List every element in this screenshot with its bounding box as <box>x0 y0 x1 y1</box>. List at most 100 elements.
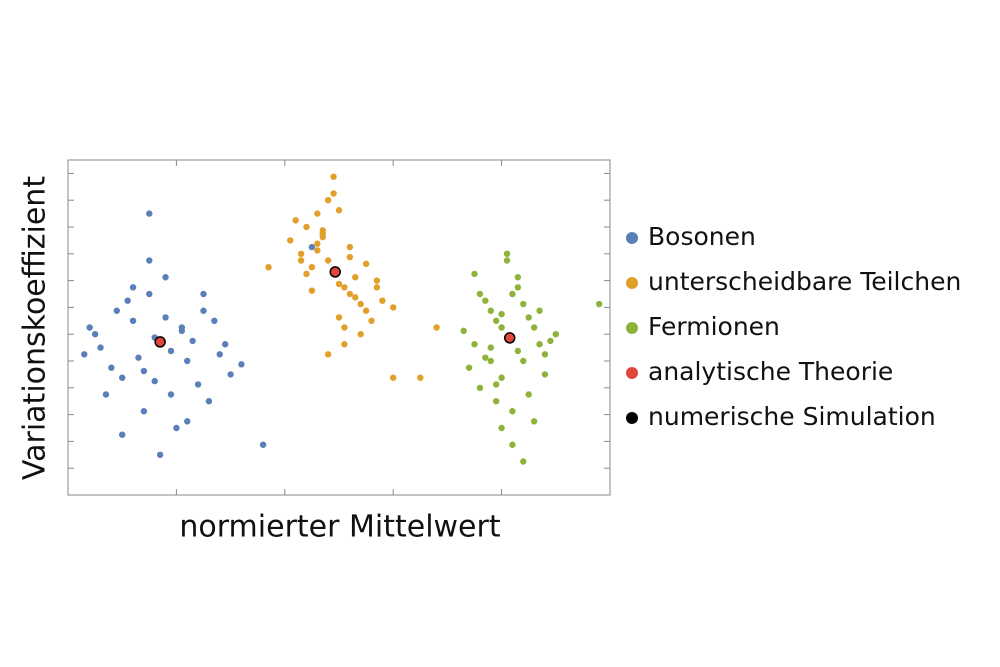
point <box>324 257 332 264</box>
point <box>135 354 142 361</box>
point <box>417 374 424 381</box>
point <box>173 424 180 432</box>
point <box>465 364 473 371</box>
point <box>324 197 332 204</box>
point <box>178 327 186 335</box>
legend-swatch <box>626 277 638 289</box>
point <box>292 217 299 224</box>
point <box>216 351 223 358</box>
point <box>314 240 321 247</box>
point <box>119 431 126 438</box>
point <box>91 331 99 338</box>
point <box>530 324 538 331</box>
point <box>471 270 478 278</box>
point <box>308 287 316 294</box>
point <box>514 347 522 355</box>
point <box>314 247 321 254</box>
plot-frame <box>67 159 611 496</box>
point <box>200 290 207 298</box>
point <box>379 297 386 304</box>
point <box>205 398 213 405</box>
point <box>536 307 543 314</box>
point <box>476 290 484 298</box>
point <box>146 290 153 298</box>
point <box>341 324 348 331</box>
legend-label: analytische Theorie <box>648 357 893 386</box>
point <box>129 284 137 291</box>
point <box>119 374 126 381</box>
point <box>227 371 234 378</box>
legend: Bosonen unterscheidbare Teilchen Fermionen… <box>626 222 961 431</box>
point <box>238 361 245 368</box>
point <box>102 391 110 398</box>
point <box>433 324 440 331</box>
point <box>530 418 538 425</box>
point <box>552 331 559 338</box>
point <box>162 274 169 281</box>
point <box>509 441 516 448</box>
simulation-marker <box>154 336 166 348</box>
legend-swatch <box>626 322 638 334</box>
point <box>184 418 191 425</box>
point <box>525 391 532 398</box>
point <box>498 374 505 381</box>
point <box>373 277 381 284</box>
point <box>303 270 310 278</box>
point <box>362 260 370 268</box>
point <box>265 264 272 271</box>
point <box>357 300 364 308</box>
point <box>547 337 554 345</box>
point <box>498 310 505 318</box>
point <box>503 257 511 264</box>
point <box>520 458 527 465</box>
point <box>259 441 267 448</box>
point <box>492 381 500 388</box>
point <box>525 314 532 321</box>
point <box>97 344 104 351</box>
point <box>514 274 522 281</box>
point <box>113 307 120 314</box>
point <box>346 290 354 298</box>
point <box>86 324 93 331</box>
point <box>184 357 191 365</box>
point <box>156 451 164 458</box>
point <box>390 374 397 381</box>
point <box>81 351 88 358</box>
point <box>498 324 505 331</box>
point <box>492 398 500 405</box>
point <box>314 210 321 217</box>
legend-label: unterscheidbare Teilchen <box>648 267 961 296</box>
point <box>194 381 202 388</box>
point <box>352 294 359 301</box>
point <box>492 317 500 324</box>
point <box>509 408 516 415</box>
legend-swatch <box>626 412 638 424</box>
point <box>200 307 207 314</box>
x-axis-label: normierter Mittelwert <box>179 510 500 545</box>
point <box>352 274 359 281</box>
simulation-marker <box>503 332 516 344</box>
point <box>541 351 549 358</box>
point <box>482 297 489 304</box>
point <box>319 227 326 234</box>
point <box>303 223 310 231</box>
point <box>189 337 196 345</box>
point <box>335 314 343 321</box>
y-axis-label: Variationskoeffizient <box>18 176 53 480</box>
point <box>541 371 549 378</box>
point <box>341 284 348 291</box>
point <box>297 257 305 264</box>
point <box>330 173 337 180</box>
point <box>167 391 175 398</box>
point <box>368 317 375 324</box>
theory-marker <box>155 336 166 347</box>
point <box>335 280 343 288</box>
point <box>390 304 397 311</box>
point <box>221 341 229 348</box>
point <box>487 307 494 314</box>
point <box>482 354 489 361</box>
point <box>140 408 148 415</box>
point <box>308 243 316 251</box>
point <box>536 341 543 348</box>
